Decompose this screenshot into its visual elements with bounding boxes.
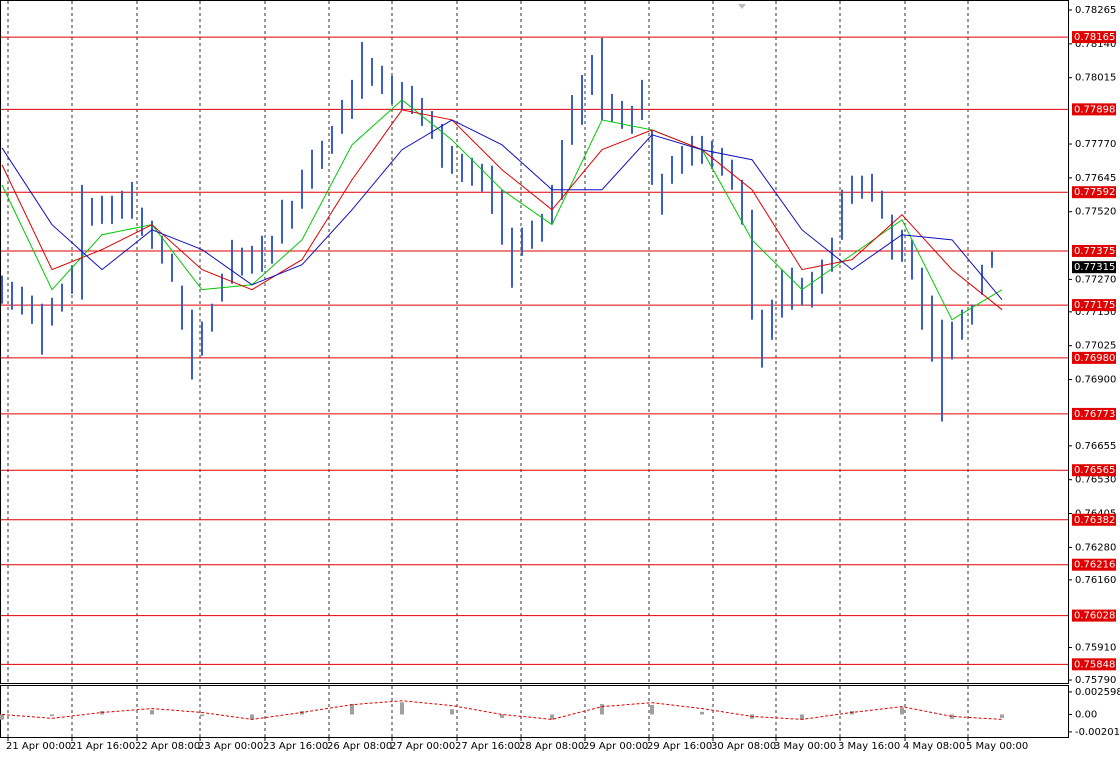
price-label-box xyxy=(1072,261,1116,274)
level-label: 0.76216 xyxy=(1074,560,1115,571)
y-tick-label: 0.77025 xyxy=(1075,341,1116,352)
osc-signal xyxy=(1,700,1003,720)
moving-average xyxy=(1,99,1003,321)
main-panel xyxy=(0,0,1069,684)
level-label-box xyxy=(1072,186,1116,199)
osc-histogram-bar xyxy=(400,702,404,715)
x-tick-label: 27 Apr 16:00 xyxy=(455,741,520,752)
level-label: 0.75848 xyxy=(1074,659,1115,670)
y-tick-label: 0.76900 xyxy=(1075,375,1116,386)
shift-marker xyxy=(738,4,746,9)
level-label-box xyxy=(1072,609,1116,622)
y-tick-label: 0.76655 xyxy=(1075,441,1116,452)
level-label: 0.76565 xyxy=(1074,465,1115,476)
x-tick-label: 30 Apr 08:00 xyxy=(711,741,776,752)
level-label-box xyxy=(1072,407,1116,420)
y-tick-label: 0.75910 xyxy=(1075,643,1116,654)
osc-histogram-bar xyxy=(550,714,554,720)
osc-histogram-bar xyxy=(650,704,654,715)
osc-histogram-bar xyxy=(450,709,454,715)
level-label: 0.76773 xyxy=(1074,409,1115,420)
y-tick-label: 0.77150 xyxy=(1075,307,1116,318)
x-tick-label: 3 May 00:00 xyxy=(774,741,836,752)
x-tick-label: 26 Apr 08:00 xyxy=(327,741,392,752)
y-tick-label: 0.77770 xyxy=(1075,139,1116,150)
level-label-box xyxy=(1072,31,1116,44)
level-label-box xyxy=(1072,103,1116,116)
osc-histogram-bar xyxy=(500,714,504,718)
level-label: 0.76980 xyxy=(1074,353,1115,364)
x-tick-label: 27 Apr 00:00 xyxy=(390,741,455,752)
level-label: 0.77375 xyxy=(1074,246,1115,257)
level-label-box xyxy=(1072,658,1116,671)
x-tick-label: 21 Apr 16:00 xyxy=(70,741,135,752)
x-tick-label: 22 Apr 08:00 xyxy=(135,741,200,752)
level-label: 0.77175 xyxy=(1074,300,1115,311)
osc-histogram-bar xyxy=(700,711,704,715)
y-tick-label: 0.77270 xyxy=(1075,274,1116,285)
level-label: 0.77592 xyxy=(1074,187,1115,198)
osc-histogram-bar xyxy=(150,710,154,715)
level-label: 0.76028 xyxy=(1074,611,1115,622)
osc-histogram-bar xyxy=(800,714,804,720)
oscillator-panel xyxy=(0,685,1069,738)
y-tick-label: 0.76280 xyxy=(1075,542,1116,553)
osc-histogram-bar xyxy=(250,714,254,720)
level-label-box xyxy=(1072,464,1116,477)
price-label: 0.77315 xyxy=(1074,262,1115,273)
osc-histogram-bar xyxy=(50,714,54,717)
y-tick-label: 0.77645 xyxy=(1075,173,1116,184)
y-tick-label: 0.76530 xyxy=(1075,475,1116,486)
level-label-box xyxy=(1072,299,1116,312)
level-label-box xyxy=(1072,558,1116,571)
osc-histogram-bar xyxy=(950,714,954,719)
osc-histogram-bar xyxy=(900,707,904,715)
y-tick-label: 0.76160 xyxy=(1075,575,1116,586)
x-tick-label: 21 Apr 00:00 xyxy=(6,741,71,752)
y-tick-label: 0.75790 xyxy=(1075,675,1116,686)
x-tick-label: 29 Apr 16:00 xyxy=(647,741,712,752)
osc-histogram-bar xyxy=(0,714,4,720)
level-label: 0.78165 xyxy=(1074,32,1115,43)
x-tick-label: 3 May 16:00 xyxy=(838,741,900,752)
level-label: 0.77898 xyxy=(1074,104,1115,115)
x-tick-label: 23 Apr 16:00 xyxy=(263,741,328,752)
x-tick-label: 4 May 08:00 xyxy=(903,741,965,752)
osc-histogram-bar xyxy=(350,704,354,715)
x-tick-label: 23 Apr 00:00 xyxy=(198,741,263,752)
moving-average xyxy=(1,119,1003,300)
osc-y-tick-label: -0.002011 xyxy=(1075,727,1120,738)
osc-y-tick-label: 0.00 xyxy=(1075,709,1097,720)
x-tick-label: 5 May 00:00 xyxy=(966,741,1028,752)
x-tick-label: 28 Apr 08:00 xyxy=(519,741,584,752)
level-label: 0.76382 xyxy=(1074,515,1115,526)
level-label-box xyxy=(1072,244,1116,257)
y-tick-label: 0.78140 xyxy=(1075,39,1116,50)
y-tick-label: 0.78015 xyxy=(1075,73,1116,84)
y-tick-label: 0.77520 xyxy=(1075,207,1116,218)
y-tick-label: 0.78265 xyxy=(1075,5,1116,16)
level-label-box xyxy=(1072,351,1116,364)
level-label-box xyxy=(1072,513,1116,526)
x-tick-label: 29 Apr 00:00 xyxy=(583,741,648,752)
osc-histogram-bar xyxy=(200,714,204,717)
moving-average xyxy=(1,109,1003,311)
osc-histogram-bar xyxy=(600,704,604,715)
osc-y-tick-label: 0.002598 xyxy=(1075,687,1120,698)
osc-histogram-bar xyxy=(1000,714,1004,718)
